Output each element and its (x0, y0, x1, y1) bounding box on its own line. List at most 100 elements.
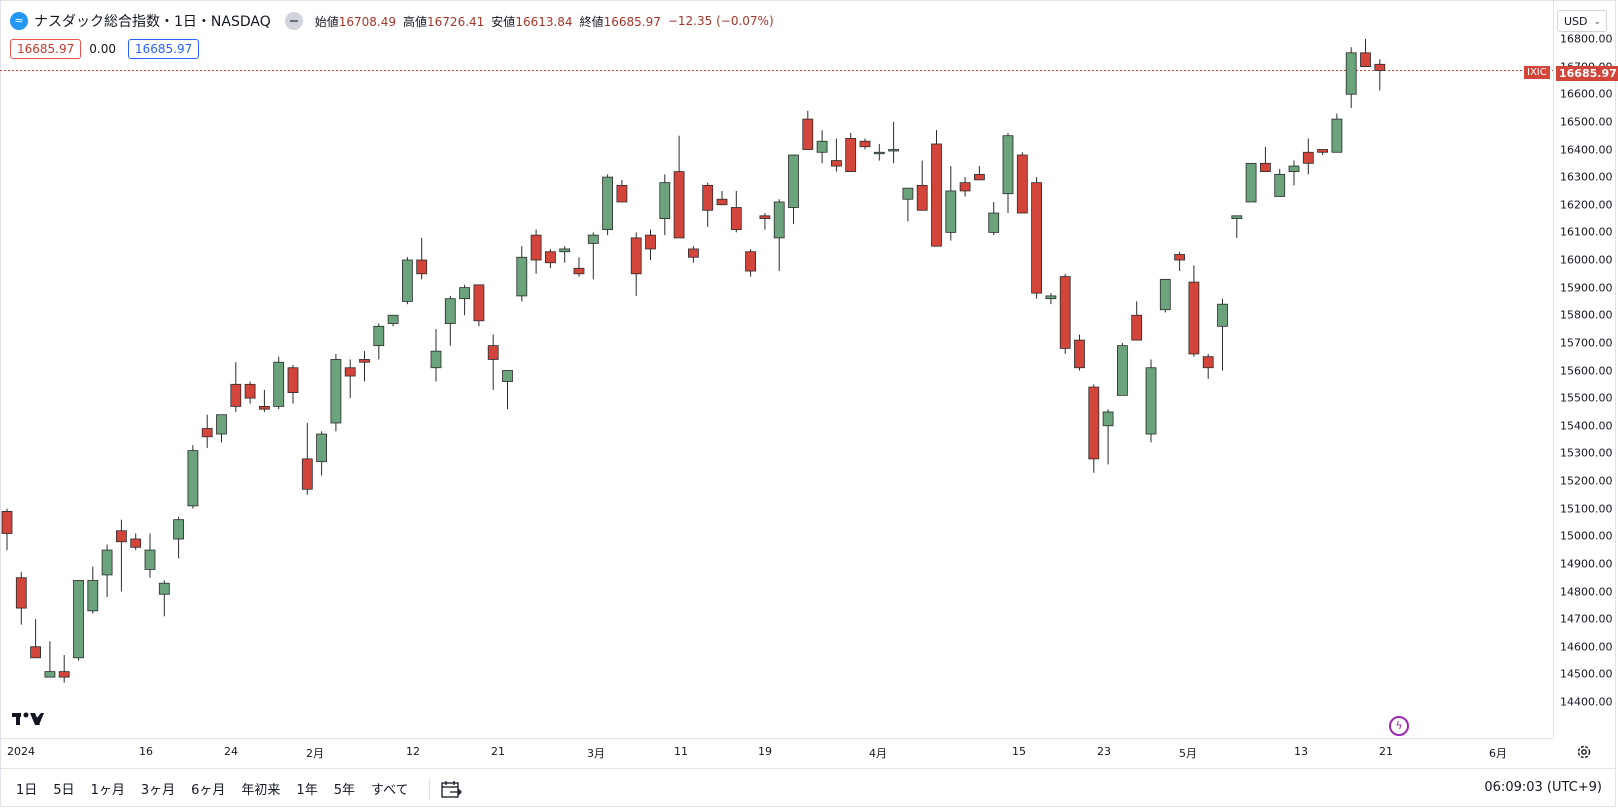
symbol-title[interactable]: ナスダック総合指数・1日・NASDAQ (34, 14, 271, 30)
range-1m-button[interactable]: 1ヶ月 (90, 783, 125, 798)
candle (1217, 298, 1228, 371)
candle-body-up (1002, 135, 1014, 195)
candle-body-down (1016, 154, 1028, 214)
candle (87, 566, 99, 614)
lightning-icon[interactable]: ϟ (1389, 716, 1409, 736)
candle-body-down (916, 185, 928, 211)
time-tick-label: 16 (139, 745, 153, 758)
gear-icon[interactable] (1576, 744, 1592, 760)
candle (516, 246, 528, 302)
candle (15, 572, 27, 625)
candle (244, 381, 256, 404)
price-tick-label: 15000.00 (1560, 529, 1613, 543)
candle (530, 229, 542, 274)
candle (802, 110, 814, 150)
candle (330, 353, 342, 432)
calendar-goto-icon[interactable] (440, 779, 462, 799)
candle-body-down (230, 383, 242, 407)
candle (1202, 353, 1214, 379)
candle-body-down (645, 234, 656, 250)
candle-body-down (845, 138, 857, 172)
tradingview-logo[interactable] (12, 711, 44, 727)
candle-body-up (773, 201, 785, 239)
candle (831, 138, 842, 172)
candle-body-up (1245, 162, 1257, 203)
spread-value: 0.00 (89, 42, 116, 56)
candle-body-up (459, 287, 471, 300)
ask-button[interactable]: 16685.97 (127, 39, 200, 59)
candle-body-up (587, 234, 599, 244)
range-ytd-button[interactable]: 年初来 (241, 783, 281, 798)
candle-body-up (902, 187, 914, 200)
candle-body-up (330, 359, 342, 424)
price-tick-label: 16200.00 (1560, 198, 1613, 212)
candle (1074, 334, 1085, 371)
candle (373, 323, 385, 360)
year-tick-label: 2024 (7, 745, 35, 758)
candle-body-up (1231, 215, 1243, 219)
range-5d-button[interactable]: 5日 (53, 783, 75, 798)
range-3m-button[interactable]: 3ヶ月 (140, 783, 176, 798)
candle (459, 284, 471, 316)
candle (1374, 59, 1386, 91)
candle (1274, 168, 1286, 197)
currency-select[interactable]: USD ⌄ (1557, 10, 1607, 32)
hide-legend-button[interactable] (284, 12, 303, 30)
candle (1102, 409, 1114, 465)
candle-body-down (416, 259, 428, 275)
candle-body-down (745, 251, 756, 272)
candle-body-up (401, 259, 413, 302)
candle-body-down (859, 140, 871, 148)
candle (1159, 278, 1171, 313)
candle-body-up (1159, 278, 1171, 311)
quote-row: 16685.97 0.00 16685.97 (10, 39, 200, 59)
candle (487, 334, 499, 390)
candle (1231, 215, 1243, 238)
candle-body-down (931, 143, 942, 247)
candle (1245, 162, 1257, 203)
candle (1260, 146, 1271, 172)
range-5y-button[interactable]: 5年 (333, 783, 355, 798)
candle-body-up (516, 256, 528, 297)
candle (974, 166, 985, 181)
candle (201, 414, 213, 448)
candle-body-down (573, 267, 585, 275)
candle-body-up (1288, 165, 1300, 172)
candle (1288, 160, 1300, 186)
candle-body-up (373, 325, 385, 347)
candle-body-up (1145, 367, 1157, 435)
candle-body-down (702, 185, 714, 211)
clock[interactable]: 06:09:03 (UTC+9) (1484, 780, 1602, 795)
range-all-button[interactable]: すべて (370, 783, 409, 798)
candle (58, 655, 70, 683)
candle-body-down (258, 406, 270, 410)
candle-body-up (87, 580, 99, 612)
candle (630, 232, 642, 296)
price-tick-label: 14600.00 (1560, 640, 1613, 654)
price-tick-label: 16300.00 (1560, 170, 1613, 184)
candle-body-down (30, 646, 42, 659)
range-1y-button[interactable]: 1年 (296, 783, 318, 798)
candle (287, 364, 299, 404)
candle (401, 257, 413, 305)
candle-body-down (1074, 339, 1085, 369)
time-tick-label: 12 (406, 745, 420, 758)
range-1d-button[interactable]: 1日 (16, 783, 38, 798)
range-6m-button[interactable]: 6ヶ月 (191, 783, 226, 798)
candle (1088, 384, 1100, 473)
bid-button[interactable]: 16685.97 (10, 39, 82, 59)
candle-body-down (1260, 162, 1271, 172)
candle (1045, 293, 1057, 305)
candle-body-up (44, 671, 56, 678)
price-tick-label: 15700.00 (1560, 336, 1613, 350)
candle (573, 257, 585, 277)
price-tick-label: 15900.00 (1560, 281, 1613, 295)
candle (1345, 47, 1357, 109)
candle (730, 190, 742, 233)
candle (616, 179, 628, 203)
candle (873, 143, 885, 161)
candlestick-plot[interactable] (0, 0, 1553, 738)
candle (416, 237, 428, 280)
candle-body-down (344, 367, 356, 377)
candle-body-up (101, 549, 113, 576)
